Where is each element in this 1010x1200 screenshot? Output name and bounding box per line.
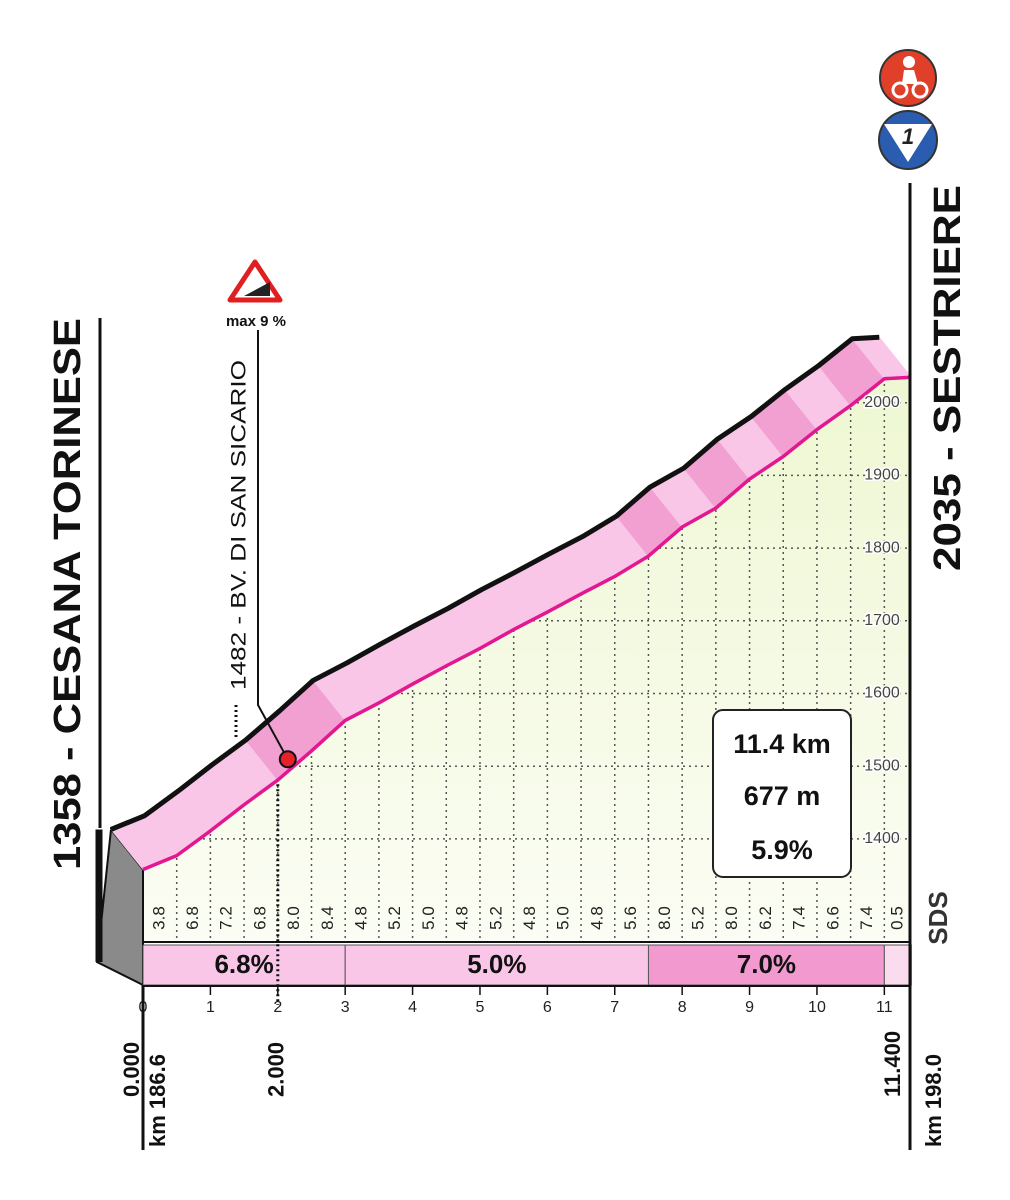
segment-gradient-label: 8.0 — [722, 906, 741, 930]
y-tick-label: 1900 — [864, 467, 900, 484]
y-tick-label: 1800 — [864, 539, 900, 556]
segment-gradient-label: 5.2 — [486, 906, 505, 930]
rider-body — [902, 70, 918, 84]
segment-gradient-label: 5.0 — [419, 906, 438, 930]
badge-label: 1 — [902, 124, 914, 149]
rider-head — [903, 56, 915, 68]
waypoint-dot — [278, 750, 297, 769]
x-tick-label: 5 — [476, 999, 485, 1016]
ribbon-top-edge — [110, 334, 880, 832]
y-tick-label: 1400 — [864, 830, 900, 847]
km-marker-label: 2.000 — [264, 1042, 289, 1097]
y-tick-label: 1600 — [864, 685, 900, 702]
section-band — [344, 944, 649, 986]
segment-gradient-label: 6.6 — [823, 906, 842, 930]
summary-climb: 677 m — [744, 781, 821, 811]
y-tick-label: 1700 — [864, 612, 900, 629]
section-band — [142, 944, 346, 986]
category-icons: 1 — [878, 49, 938, 170]
bike-wheel — [891, 81, 909, 99]
segment-gradient-label: 7.2 — [217, 906, 236, 930]
section-label: 7.0% — [737, 949, 796, 979]
segment-gradient-label: 7.4 — [857, 906, 876, 930]
segment-gradient-label: 0.5 — [887, 906, 906, 930]
x-tick-label: 2 — [273, 999, 282, 1016]
x-tick-label: 3 — [341, 999, 350, 1016]
segment-gradient-label: 6.2 — [756, 906, 775, 930]
max-gradient-sign: max 9 % — [226, 259, 286, 330]
segment-gradient-label: 6.8 — [183, 906, 202, 930]
segment-gradient-label: 4.8 — [587, 906, 606, 930]
end-label: 2035 - SESTRIERE — [927, 185, 969, 571]
km-marker-label: 0.000 — [119, 1042, 144, 1097]
summary-frame — [712, 709, 852, 878]
x-tick-label: 4 — [408, 999, 417, 1016]
x-tick-label: 9 — [745, 999, 754, 1016]
x-tick-label: 10 — [808, 999, 826, 1016]
x-tick-label: 11 — [876, 999, 893, 1016]
logo: SDS — [923, 891, 953, 944]
bike-wheel — [911, 81, 929, 99]
summary-distance: 11.4 km — [733, 729, 831, 759]
km-total-label: km 186.6 — [145, 1054, 170, 1147]
profile-line — [142, 375, 912, 872]
segment-gradient-label: 8.0 — [655, 906, 674, 930]
y-tick-label: 1500 — [864, 757, 900, 774]
x-tick-label: 8 — [678, 999, 687, 1016]
segment-gradient-label: 8.4 — [318, 906, 337, 930]
x-tick-label: 7 — [610, 999, 619, 1016]
segment-gradient-label: 5.6 — [621, 906, 640, 930]
section-label: 5.0% — [467, 949, 526, 979]
segment-gradient-label: 3.8 — [149, 906, 168, 930]
segment-gradient-label: 5.2 — [688, 906, 707, 930]
summary-box: 11.4 km 677 m 5.9% — [712, 709, 852, 878]
badge-triangle — [884, 124, 932, 162]
y-tick-label: 2000 — [864, 394, 900, 411]
slope-icon — [244, 282, 270, 296]
segment-gradient-label: 7.4 — [790, 906, 809, 930]
segment-gradient-label: 5.2 — [385, 906, 404, 930]
section-label: 6.8% — [214, 949, 273, 979]
max-gradient-label: max 9 % — [226, 313, 286, 330]
section-band — [883, 944, 912, 986]
km-marker-label: 11.400 — [880, 1031, 905, 1097]
section-band — [647, 944, 885, 986]
waypoint-leader — [257, 330, 289, 760]
x-tick-label: 6 — [543, 999, 552, 1016]
summary-gradient: 5.9% — [751, 835, 813, 865]
start-label: 1358 - CESANA TORINESE — [47, 318, 89, 870]
segment-gradient-label: 8.0 — [284, 906, 303, 930]
segment-gradient-label: 4.8 — [352, 906, 371, 930]
x-tick-label: 1 — [206, 999, 215, 1016]
segment-gradient-label: 5.0 — [554, 906, 573, 930]
segment-gradient-label: 4.8 — [453, 906, 472, 930]
segment-gradient-label: 6.8 — [250, 906, 269, 930]
km-total-label: km 198.0 — [921, 1054, 946, 1147]
waypoint-label: 1482 - BV. DI SAN SICARIO — [228, 360, 251, 690]
segment-gradient-label: 4.8 — [520, 906, 539, 930]
